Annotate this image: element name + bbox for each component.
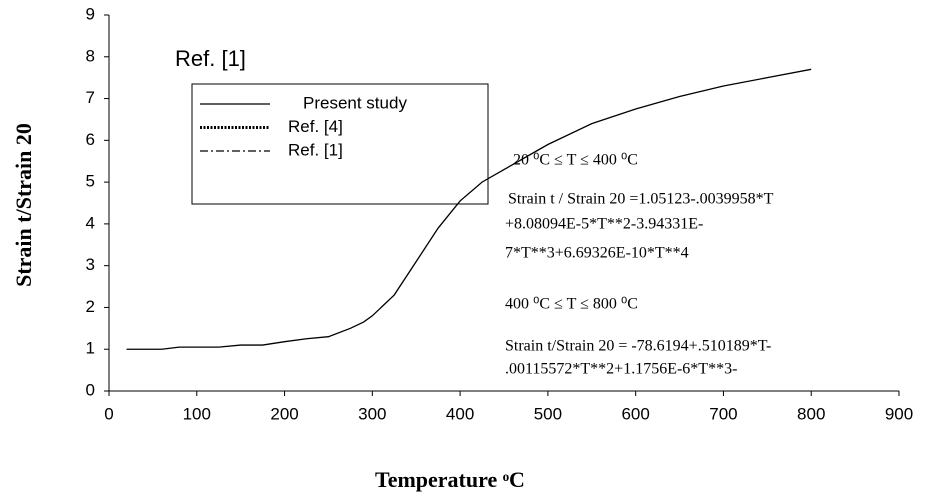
- x-tick-label: 700: [709, 404, 737, 423]
- y-tick-label: 1: [86, 339, 95, 358]
- annotation: 7*T**3+6.69326E-10*T**4: [505, 245, 689, 262]
- x-tick-label: 600: [621, 404, 649, 423]
- annotation: Ref. [1]: [175, 46, 246, 71]
- x-tick-label: 300: [358, 404, 386, 423]
- annotation: 400 ⁰C ≤ T ≤ 800 ⁰C: [505, 296, 638, 313]
- x-tick-label: 400: [446, 404, 474, 423]
- y-tick-label: 6: [86, 130, 95, 149]
- legend-label: Present study: [303, 93, 407, 112]
- annotation: Strain t / Strain 20 =1.05123-.0039958*T: [508, 191, 774, 208]
- x-tick-label: 0: [104, 404, 113, 423]
- x-axis-label: Temperature ᵒC: [375, 467, 525, 492]
- x-tick-label: 800: [797, 404, 825, 423]
- legend-label: Ref. [1]: [288, 140, 343, 159]
- y-tick-label: 4: [86, 213, 95, 232]
- x-tick-label: 200: [270, 404, 298, 423]
- y-tick-label: 2: [86, 297, 95, 316]
- annotation: .00115572*T**2+1.1756E-6*T**3-: [505, 361, 737, 378]
- x-tick-label: 100: [183, 404, 211, 423]
- y-tick-label: 7: [86, 88, 95, 107]
- annotation: 20 ⁰C ≤ T ≤ 400 ⁰C: [513, 152, 638, 169]
- x-tick-label: 500: [534, 404, 562, 423]
- annotation: +8.08094E-5*T**2-3.94331E-: [505, 216, 703, 233]
- y-tick-label: 0: [86, 380, 95, 399]
- annotation: Strain t/Strain 20 = -78.6194+.510189*T-: [505, 338, 771, 355]
- legend-label: Ref. [4]: [288, 117, 343, 136]
- y-tick-label: 8: [86, 46, 95, 65]
- y-axis-label: Strain t/Strain 20: [11, 123, 36, 287]
- y-tick-label: 9: [86, 4, 95, 23]
- y-tick-label: 5: [86, 172, 95, 191]
- x-tick-label: 900: [885, 404, 913, 423]
- data-line: [126, 68, 812, 350]
- y-tick-label: 3: [86, 255, 95, 274]
